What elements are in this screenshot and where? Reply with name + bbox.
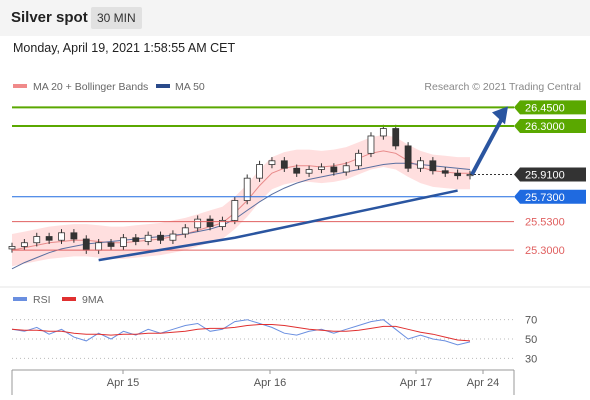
candle-body [45, 236, 53, 241]
level-label-resistance: 26.4500 [525, 102, 565, 114]
legend-swatch-rsi [13, 297, 27, 301]
x-tick-label: Apr 15 [107, 377, 139, 389]
candle-body [417, 160, 424, 169]
level-label-current: 25.9100 [525, 169, 565, 181]
candle-body [132, 237, 140, 242]
forecast-arrow-head [492, 106, 508, 125]
candle-body [144, 234, 152, 242]
timestamp: Monday, April 19, 2021 1:58:55 AM CET [13, 41, 236, 55]
candle-body [293, 167, 301, 174]
candle-body [243, 177, 251, 201]
candle-body [342, 165, 350, 173]
candle-body [441, 170, 449, 174]
level-tag-current [514, 167, 586, 182]
bollinger-band [12, 134, 470, 267]
candle-body [404, 145, 412, 169]
x-tick-label: Apr 16 [254, 377, 286, 389]
candle-body [107, 242, 115, 247]
candle-body [206, 218, 214, 227]
candle-body [95, 242, 103, 251]
candle-body [268, 160, 276, 165]
rsi-tick-label: 30 [525, 353, 537, 365]
candle-body [318, 166, 325, 170]
candle-body [8, 246, 16, 250]
level-label-resistance: 26.3000 [525, 121, 565, 133]
legend-rsi: RSI [33, 294, 51, 306]
candle-body [194, 218, 202, 229]
candle-body [70, 232, 78, 240]
candle-body [120, 237, 127, 247]
candle-body [367, 135, 375, 154]
timeframe-badge[interactable]: 30 MIN [91, 7, 142, 29]
level-tag-pivot [514, 189, 586, 204]
legend-swatch-9ma [62, 297, 76, 301]
legend-bollinger: MA 20 + Bollinger Bands [33, 81, 148, 93]
candle-body [219, 219, 226, 227]
candle-body [429, 160, 437, 172]
candle-body [256, 164, 263, 179]
instrument-title: Silver spot [11, 9, 88, 26]
level-label-support: 25.3000 [525, 245, 565, 257]
candle-body [330, 166, 338, 173]
rsi-tick-label: 70 [525, 315, 537, 327]
candle-body [169, 233, 177, 241]
candle-body [305, 169, 313, 174]
level-label-support: 25.5300 [525, 217, 565, 229]
level-tag-resistance [514, 119, 586, 134]
copyright-text: Research © 2021 Trading Central [424, 81, 581, 93]
level-label-pivot: 25.7300 [525, 192, 565, 204]
candle-body [392, 128, 400, 147]
legend-9ma: 9MA [82, 294, 104, 306]
rsi-line [11, 319, 471, 346]
candle-body [157, 234, 164, 241]
x-tick-label: Apr 24 [467, 377, 499, 389]
legend-ma50: MA 50 [175, 81, 205, 93]
candle-body [58, 232, 65, 241]
candle-body [280, 160, 288, 169]
candle-body [379, 128, 387, 137]
rsi-tick-label: 50 [525, 334, 537, 346]
trend-line [98, 189, 458, 262]
legend-swatch-bollinger [13, 84, 27, 88]
candle-body [231, 200, 239, 221]
candle-body [355, 152, 362, 167]
level-tag-resistance [514, 100, 586, 115]
rsi-ma-line [11, 324, 471, 342]
candle-body [20, 242, 28, 247]
chart-header: Silver spot 30 MIN [0, 0, 590, 36]
candle-body [181, 227, 189, 235]
forecast-arrow-shaft [470, 117, 504, 176]
candle-body [82, 238, 90, 251]
legend-swatch-ma50 [156, 84, 170, 88]
x-tick-label: Apr 17 [400, 377, 432, 389]
candle-body [33, 236, 41, 244]
candle-body [454, 172, 462, 177]
